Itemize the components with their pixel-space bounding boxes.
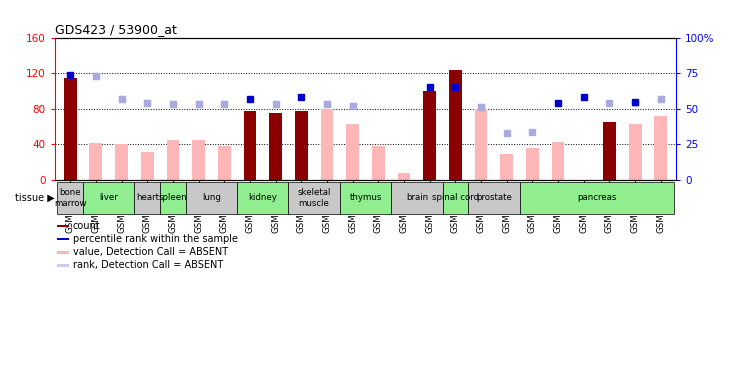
- Bar: [372, 146, 385, 180]
- FancyBboxPatch shape: [340, 182, 391, 214]
- Bar: [654, 116, 667, 180]
- Bar: [57, 251, 69, 254]
- Bar: [321, 109, 333, 180]
- FancyBboxPatch shape: [186, 182, 237, 214]
- Bar: [398, 173, 410, 180]
- Text: rank, Detection Call = ABSENT: rank, Detection Call = ABSENT: [73, 260, 223, 270]
- Bar: [167, 140, 179, 180]
- Bar: [526, 148, 539, 180]
- Bar: [269, 113, 282, 180]
- Text: prostate: prostate: [476, 194, 512, 202]
- Text: liver: liver: [99, 194, 118, 202]
- Bar: [57, 225, 69, 227]
- Text: heart: heart: [136, 194, 159, 202]
- FancyBboxPatch shape: [289, 182, 340, 214]
- FancyBboxPatch shape: [237, 182, 289, 214]
- Bar: [141, 152, 154, 180]
- Bar: [64, 78, 77, 180]
- Bar: [603, 122, 616, 180]
- FancyBboxPatch shape: [391, 182, 442, 214]
- Bar: [449, 70, 462, 180]
- Bar: [192, 140, 205, 180]
- FancyBboxPatch shape: [135, 182, 160, 214]
- Text: count: count: [73, 221, 101, 231]
- Text: thymus: thymus: [349, 194, 382, 202]
- Bar: [629, 124, 642, 180]
- FancyBboxPatch shape: [58, 182, 83, 214]
- Text: value, Detection Call = ABSENT: value, Detection Call = ABSENT: [73, 247, 228, 257]
- Bar: [346, 124, 359, 180]
- FancyBboxPatch shape: [442, 182, 468, 214]
- FancyBboxPatch shape: [520, 182, 673, 214]
- Bar: [552, 142, 564, 180]
- Bar: [243, 111, 257, 180]
- Bar: [57, 238, 69, 240]
- Text: GDS423 / 53900_at: GDS423 / 53900_at: [55, 23, 177, 36]
- Text: bone
marrow: bone marrow: [54, 188, 86, 207]
- FancyBboxPatch shape: [83, 182, 135, 214]
- Bar: [500, 154, 513, 180]
- Bar: [57, 264, 69, 267]
- Text: skeletal
muscle: skeletal muscle: [298, 188, 331, 207]
- Text: brain: brain: [406, 194, 428, 202]
- FancyBboxPatch shape: [160, 182, 186, 214]
- Text: percentile rank within the sample: percentile rank within the sample: [73, 234, 238, 244]
- Text: lung: lung: [202, 194, 221, 202]
- Text: kidney: kidney: [249, 194, 277, 202]
- Text: spinal cord: spinal cord: [432, 194, 479, 202]
- Text: tissue ▶: tissue ▶: [15, 193, 54, 203]
- Text: pancreas: pancreas: [577, 194, 616, 202]
- Bar: [423, 91, 436, 180]
- Bar: [89, 144, 102, 180]
- Bar: [295, 111, 308, 180]
- Text: spleen: spleen: [159, 194, 187, 202]
- Bar: [218, 146, 231, 180]
- FancyBboxPatch shape: [468, 182, 520, 214]
- Bar: [474, 109, 488, 180]
- Bar: [115, 144, 128, 180]
